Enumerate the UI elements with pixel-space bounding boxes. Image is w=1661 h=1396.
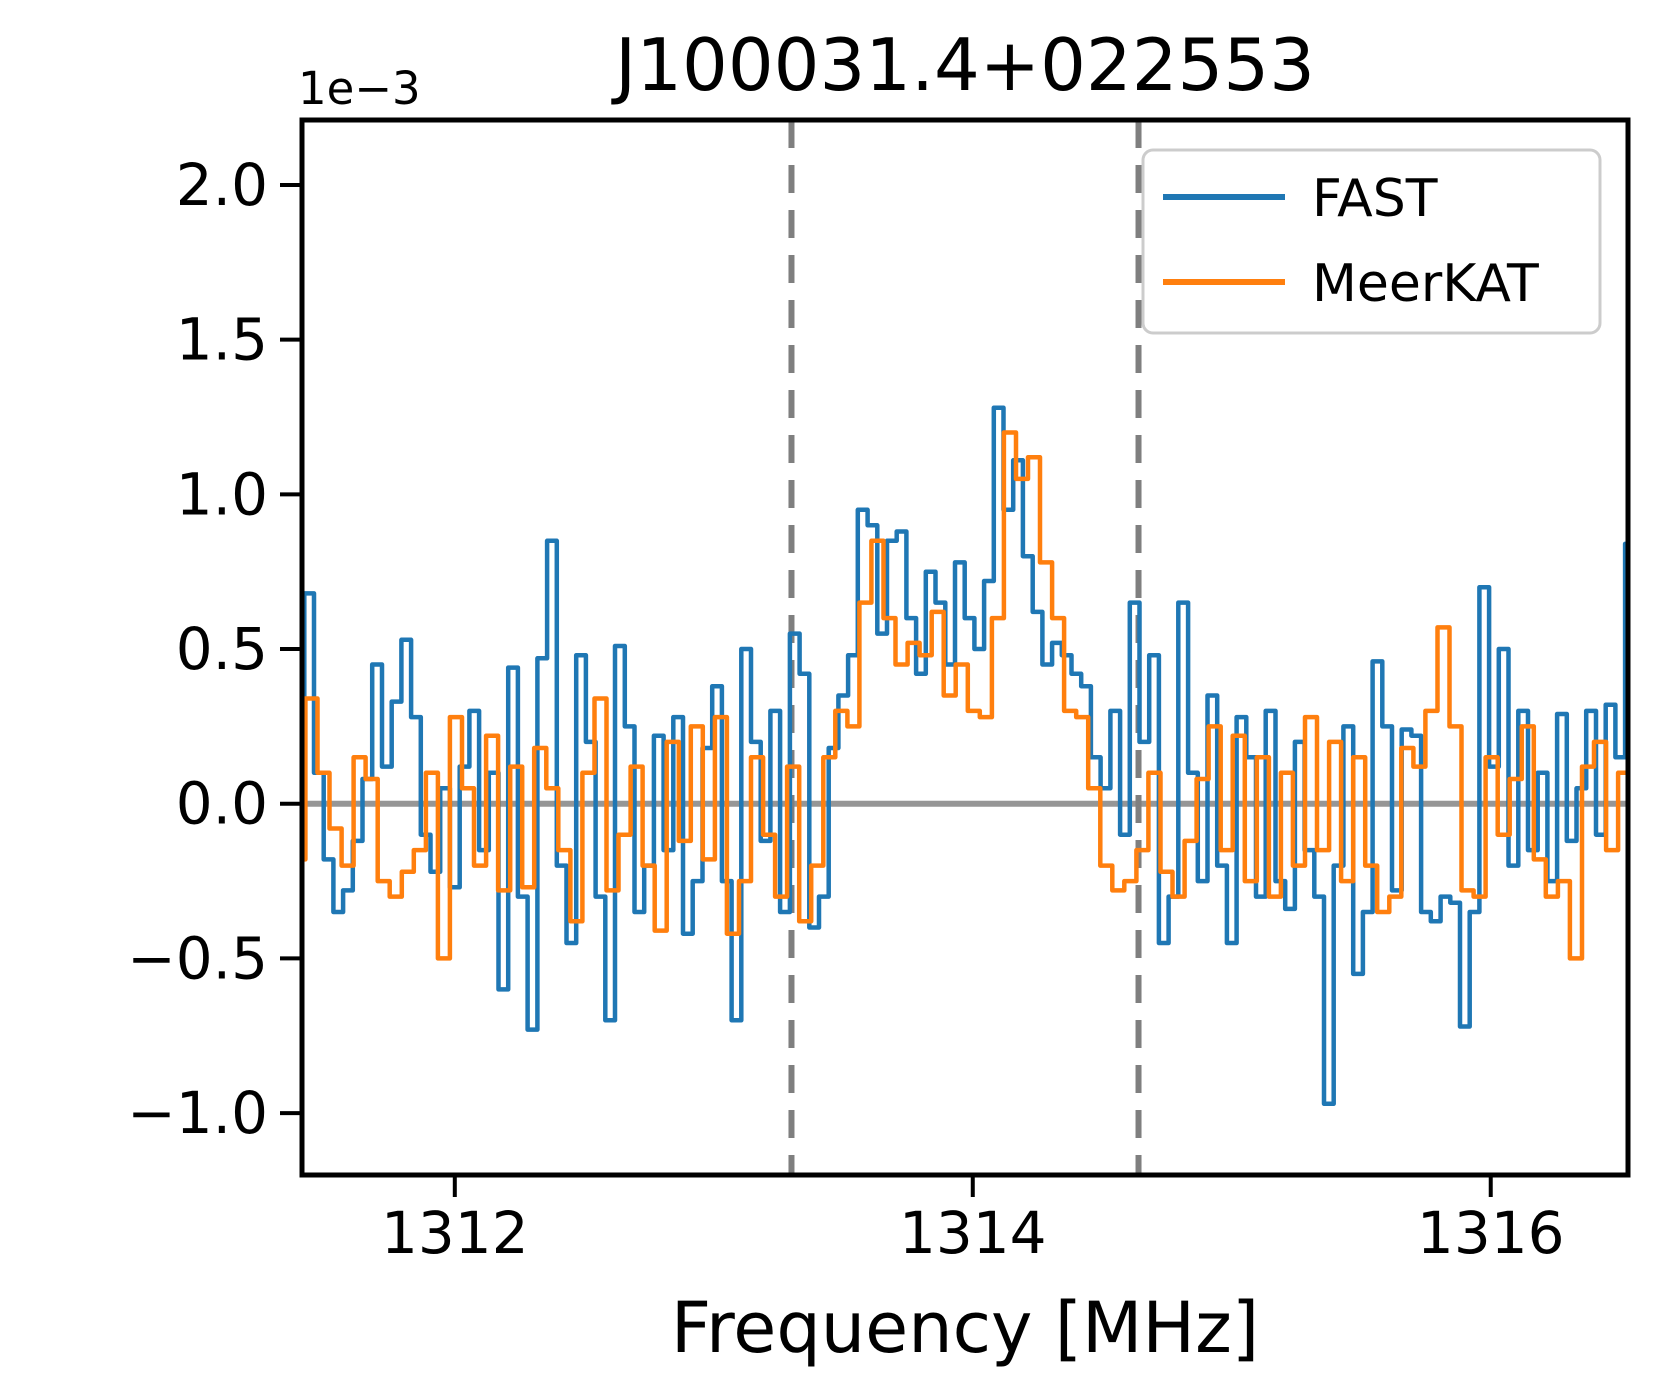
legend: FAST MeerKAT <box>1141 148 1602 335</box>
legend-label-fast: FAST <box>1312 169 1438 229</box>
y-tick-label: 2.0 <box>176 151 268 219</box>
x-tick-label: 1316 <box>1417 1199 1565 1267</box>
x-tick-label: 1314 <box>899 1199 1047 1267</box>
spectrum-series-lines <box>302 405 1628 1107</box>
x-axis-label: Frequency [MHz] <box>671 1287 1259 1369</box>
x-tick-label: 1312 <box>381 1199 529 1267</box>
y-tick-label: 0.0 <box>176 770 268 838</box>
axes-spines <box>299 117 1631 1178</box>
axis-ticks <box>280 182 1493 1197</box>
y-tick-label: 0.5 <box>176 615 268 683</box>
y-tick-label: −1.0 <box>127 1079 268 1147</box>
series-line-meerkat <box>302 430 1628 961</box>
legend-label-meerkat: MeerKAT <box>1312 254 1539 314</box>
y-axis-offset-text: 1e−3 <box>298 62 421 115</box>
plot-area <box>302 120 1628 1175</box>
y-tick-label: −0.5 <box>127 924 268 992</box>
series-line-fast <box>302 405 1628 1107</box>
plot-title: J100031.4+022553 <box>611 23 1315 107</box>
dashed-window-lines <box>788 120 1142 1175</box>
axis-tick-labels: 1312 1314 1316 2.0 1.5 1.0 0.5 0.0 −0.5 −1.0 <box>127 151 1564 1267</box>
y-tick-label: 1.0 <box>176 460 268 528</box>
y-tick-label: 1.5 <box>176 306 268 374</box>
